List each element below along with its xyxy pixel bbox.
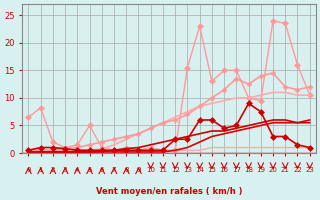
X-axis label: Vent moyen/en rafales ( km/h ): Vent moyen/en rafales ( km/h ) [96, 187, 242, 196]
